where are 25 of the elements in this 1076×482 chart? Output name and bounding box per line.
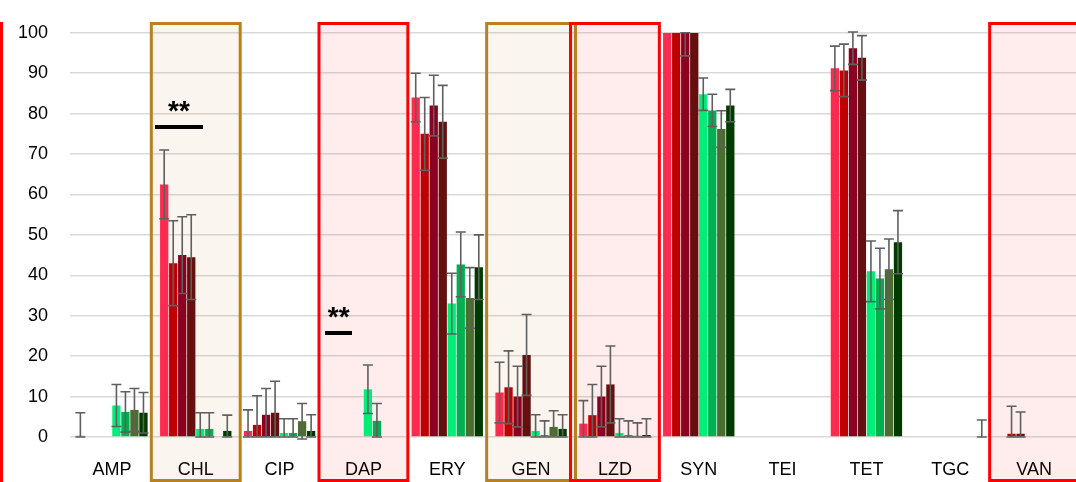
x-tick-label: TET bbox=[849, 458, 884, 479]
x-tick-label: SYN bbox=[680, 458, 718, 479]
x-tick-label: LZD bbox=[597, 458, 632, 479]
x-tick-label: TEI bbox=[768, 458, 797, 479]
x-tick-label: DAP bbox=[344, 458, 382, 479]
x-tick-label: GEN bbox=[511, 458, 551, 479]
x-tick-label: TGC bbox=[931, 458, 970, 479]
y-tick-label: 80 bbox=[27, 102, 48, 123]
x-tick-label: VAN bbox=[1016, 458, 1052, 479]
y-tick-label: 0 bbox=[37, 425, 48, 446]
x-tick-label: AMP bbox=[92, 458, 132, 479]
x-tick-label: CIP bbox=[264, 458, 295, 479]
y-tick-label: 40 bbox=[27, 264, 48, 285]
y-tick-label: 90 bbox=[27, 62, 48, 83]
annotation: ** bbox=[167, 94, 191, 126]
annotation: ** bbox=[326, 300, 351, 332]
y-tick-label: 20 bbox=[27, 345, 48, 366]
x-tick-label: ERY bbox=[428, 458, 466, 479]
y-tick-label: 10 bbox=[27, 385, 48, 406]
x-tick-label: CHL bbox=[177, 458, 214, 479]
y-tick-label: 100 bbox=[17, 21, 48, 42]
y-tick-label: 60 bbox=[27, 183, 48, 204]
y-tick-label: 30 bbox=[27, 304, 48, 325]
y-tick-label: 50 bbox=[27, 223, 48, 244]
y-tick-label: 70 bbox=[27, 143, 48, 164]
